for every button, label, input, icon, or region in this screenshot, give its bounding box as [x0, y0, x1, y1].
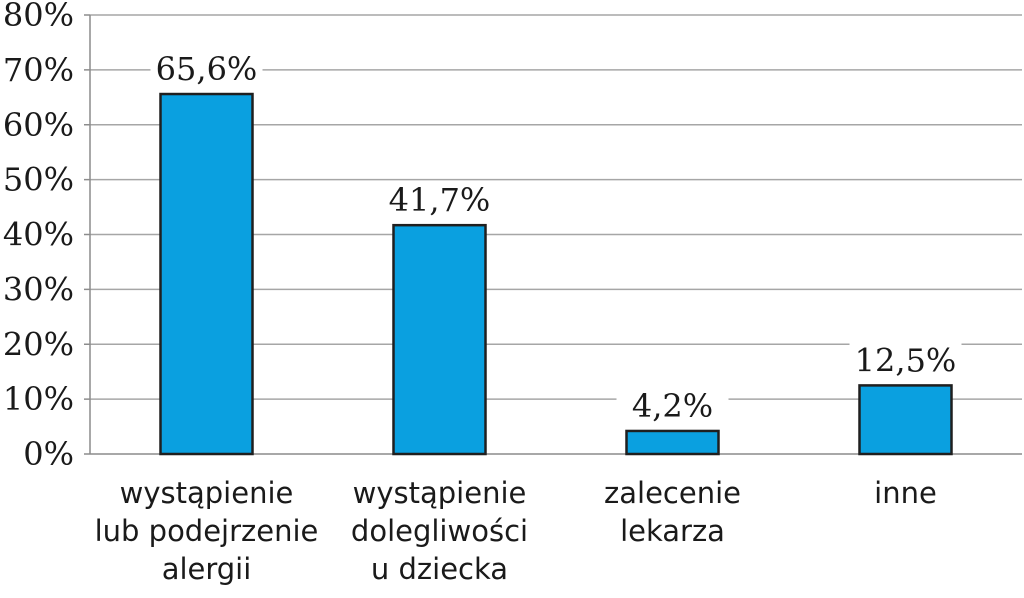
y-tick-label: 10%: [3, 380, 74, 418]
y-tick-label: 50%: [3, 161, 74, 199]
category-label-line: inne: [874, 476, 937, 510]
y-tick-label: 40%: [3, 216, 74, 254]
y-tick-label: 30%: [3, 270, 74, 308]
category-label: wystąpienie lub podejrzenie alergii: [95, 476, 319, 586]
data-labels: 65,6% 41,7% 4,2% 12,5%: [150, 50, 962, 425]
data-label: 4,2%: [632, 387, 713, 425]
category-label-line: wystąpienie: [353, 476, 527, 510]
category-labels: wystąpienie lub podejrzenie alergiiwystąpi…: [95, 476, 937, 586]
data-label: 41,7%: [389, 181, 491, 219]
data-label-bg: [849, 341, 962, 378]
y-tick-label: 0%: [23, 435, 74, 473]
y-tick-label: 70%: [3, 51, 74, 89]
data-label-bg: [150, 50, 263, 87]
category-label-line: dolegliwości: [351, 514, 528, 548]
category-label-line: zalecenie: [604, 476, 741, 510]
y-tick-label: 20%: [3, 325, 74, 363]
axis-layer: [84, 14, 91, 455]
category-label: zalecenie lekarza: [604, 476, 741, 548]
category-label-line: alergii: [162, 552, 252, 586]
category-label: wystąpienie dolegliwości u dziecka: [351, 476, 528, 586]
category-label-line: u dziecka: [371, 552, 508, 586]
category-label-line: lekarza: [620, 514, 725, 548]
category-label-line: wystąpienie: [120, 476, 294, 510]
data-label-bg: [616, 386, 729, 423]
bar-2: [625, 429, 720, 456]
category-label-line: lub podejrzenie: [95, 514, 319, 548]
data-label: 12,5%: [855, 341, 957, 379]
bar-1: [392, 223, 487, 456]
y-tick-labels: 0% 10% 20% 30% 40% 50% 60% 70% 80%: [3, 0, 74, 473]
bar-0: [159, 92, 254, 456]
category-label: inne: [874, 476, 937, 510]
bar-layer: [159, 92, 953, 456]
data-label: 65,6%: [156, 50, 258, 88]
y-tick-label: 60%: [3, 106, 74, 144]
y-tick-label: 80%: [3, 0, 74, 34]
bar-3: [858, 384, 953, 456]
data-label-bg: [383, 181, 496, 218]
